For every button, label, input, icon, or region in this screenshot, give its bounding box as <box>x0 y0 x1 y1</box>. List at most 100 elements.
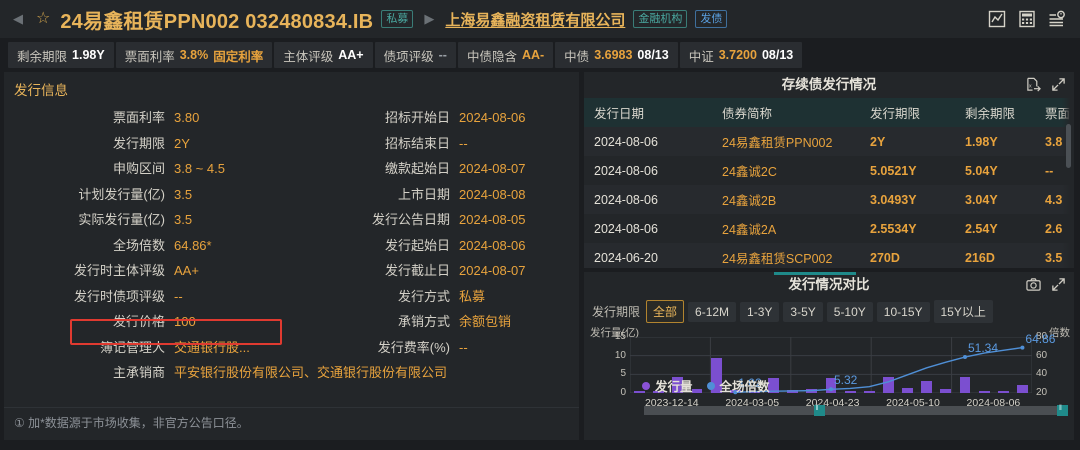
footnote: ① 加*数据源于市场收集，非官方公告口径。 <box>14 416 249 430</box>
calculator-icon[interactable] <box>1018 10 1036 28</box>
title-bar-icons <box>988 10 1070 28</box>
table-vertical-scrollbar[interactable] <box>1066 124 1071 168</box>
ranking-icon[interactable] <box>1048 10 1066 28</box>
y-tick-left: 5 <box>620 368 626 380</box>
metric-remaining-term[interactable]: 剩余期限 1.98Y <box>8 42 114 68</box>
filter-1-3y[interactable]: 1-3Y <box>740 301 780 322</box>
metric-label: 剩余期限 <box>17 49 68 64</box>
table-header-row: 发行日期 债券简称 发行期限 剩余期限 票面 <box>584 98 1074 127</box>
info-value: 2Y <box>174 135 190 151</box>
main-content: 发行信息 票面利率 3.80 招标开始日 2024-08-06 发行期限 2Y … <box>0 72 1080 444</box>
title-bar: ◀ ☆ 24易鑫租赁PPN002 032480834.IB 私募 ▶ 上海易鑫融… <box>0 0 1080 38</box>
filter-all[interactable]: 全部 <box>646 300 685 323</box>
info-label: 计划发行量(亿) <box>78 186 165 202</box>
table-row[interactable]: 2024-08-06 24鑫诚2C 5.0521Y 5.04Y -- <box>584 156 1074 185</box>
info-value: 2024-08-06 <box>459 110 526 125</box>
table-row[interactable]: 2024-08-06 24鑫诚2B 3.0493Y 3.04Y 4.3 <box>584 185 1074 214</box>
back-arrow-icon[interactable]: ◀ <box>13 11 23 26</box>
issuance-info-grid: 票面利率 3.80 招标开始日 2024-08-06 发行期限 2Y 招标结束日… <box>4 103 579 386</box>
info-label: 发行时债项评级 <box>73 288 165 304</box>
filter-10-15y[interactable]: 10-15Y <box>876 301 930 322</box>
zoom-handle-left[interactable] <box>813 405 825 416</box>
chart-bar <box>921 381 933 393</box>
lead-underwriter-value: 平安银行股份有限公司、交通银行股份有限公司 <box>174 365 448 380</box>
legend-item-issue-volume[interactable]: 发行量 <box>642 376 693 395</box>
forward-arrow-icon[interactable]: ▶ <box>424 11 435 26</box>
cell-remaining-term: 5.04Y <box>955 156 1035 185</box>
cell-bond-name[interactable]: 24鑫诚2C <box>712 156 860 185</box>
column-header-bond-name[interactable]: 债券简称 <box>712 98 860 127</box>
info-label: 发行起始日 <box>384 237 450 253</box>
camera-icon[interactable] <box>1026 277 1041 292</box>
filter-6-12m[interactable]: 6-12M <box>688 301 737 322</box>
legend-dot-purple <box>642 381 650 390</box>
zoom-handle-right[interactable] <box>1057 405 1068 416</box>
info-label: 招标开始日 <box>384 110 450 125</box>
info-value: 100 <box>174 314 196 329</box>
cell-issue-date: 2024-08-06 <box>584 185 712 214</box>
metric-date: 08/13 <box>761 48 794 62</box>
metric-coupon-rate[interactable]: 票面利率 3.8% 固定利率 <box>115 42 273 68</box>
chart-bar <box>634 391 645 393</box>
filter-5-10y[interactable]: 5-10Y <box>826 301 873 322</box>
info-value: 2024-08-07 <box>459 263 526 278</box>
table-row[interactable]: 2024-08-06 24鑫诚2A 2.5534Y 2.54Y 2.6 <box>584 214 1074 243</box>
filter-15y-plus[interactable]: 15Y以上 <box>933 300 993 323</box>
info-value: 2024-08-07 <box>459 161 526 176</box>
info-label: 发行方式 <box>397 288 450 304</box>
info-value: -- <box>174 288 183 304</box>
column-header-remaining-term[interactable]: 剩余期限 <box>955 98 1035 127</box>
chart-bar <box>997 391 1009 393</box>
metric-label: 中债隐含 <box>466 49 517 64</box>
metric-value: 3.6983 <box>594 48 633 62</box>
issuance-chart: 发行量(亿) 倍数 15 10 5 0 80 60 40 20 2023-12-14 2024… <box>584 325 1074 417</box>
metric-value: 3.8% <box>179 48 209 62</box>
page-title: 24易鑫租赁PPN002 032480834.IB <box>60 10 374 33</box>
y-tick-left: 0 <box>620 387 626 398</box>
metric-value: 1.98Y <box>72 48 105 62</box>
metric-label: 主体评级 <box>283 49 334 64</box>
subscription-multiple-value: 64.86* <box>174 237 212 253</box>
chart-point-label: 64.86 <box>1025 331 1056 346</box>
metric-chinabond-yield[interactable]: 中债 3.6983 08/13 <box>555 42 678 68</box>
chart-bar <box>710 358 722 393</box>
right-column: 存续债发行情况 x 发行日期 <box>584 72 1074 440</box>
cell-bond-name[interactable]: 24鑫诚2A <box>712 214 860 243</box>
chart-header: 发行情况对比 <box>584 272 1074 298</box>
chart-zoom-slider[interactable] <box>644 405 1068 416</box>
column-header-issue-term[interactable]: 发行期限 <box>860 98 955 127</box>
cell-issue-term: 2.5534Y <box>860 214 955 243</box>
info-label: 发行时主体评级 <box>73 263 165 278</box>
info-value: 2024-08-05 <box>459 212 526 227</box>
legend-item-subscription-multiple[interactable]: 全场倍数 <box>706 376 770 395</box>
metric-implied-rating[interactable]: 中债隐含 AA- <box>457 42 554 68</box>
subscription-multiple-label: 全场倍数 <box>112 237 165 253</box>
metric-bond-rating[interactable]: 债项评级 -- <box>374 42 456 68</box>
outstanding-bonds-title: 存续债发行情况 <box>781 77 877 92</box>
favorite-star-icon[interactable]: ☆ <box>36 10 51 27</box>
metric-csi-yield[interactable]: 中证 3.7200 08/13 <box>679 42 803 68</box>
info-label: 发行费率(%) <box>377 339 450 355</box>
filter-3-5y[interactable]: 3-5Y <box>783 301 823 322</box>
expand-icon[interactable] <box>1051 277 1066 292</box>
chart-icon[interactable] <box>988 10 1006 28</box>
chart-bar <box>959 376 971 393</box>
cell-bond-name[interactable]: 24易鑫租赁SCP002 <box>712 243 860 268</box>
table-row[interactable]: 2024-08-06 24易鑫租赁PPN002 2Y 1.98Y 3.8 <box>584 127 1074 156</box>
expand-icon[interactable] <box>1051 77 1066 92</box>
issuer-company-link[interactable]: 上海易鑫融资租赁有限公司 <box>445 11 626 29</box>
export-icon[interactable]: x <box>1026 77 1041 92</box>
chart-point-label: 5.32 <box>834 373 858 388</box>
cell-bond-name[interactable]: 24易鑫租赁PPN002 <box>712 127 860 156</box>
chart-bar <box>691 388 703 393</box>
chart-plot-area[interactable] <box>630 337 1032 395</box>
outstanding-bonds-icons: x <box>1026 77 1066 92</box>
info-label: 招标结束日 <box>384 135 450 151</box>
column-header-issue-date[interactable]: 发行日期 <box>584 98 712 127</box>
outstanding-bonds-table: 发行日期 债券简称 发行期限 剩余期限 票面 2024-08-06 24易鑫租赁… <box>584 98 1074 268</box>
chart-bar <box>902 388 913 393</box>
table-row[interactable]: 2024-06-20 24易鑫租赁SCP002 270D 216D 3.5 <box>584 243 1074 268</box>
cell-bond-name[interactable]: 24鑫诚2B <box>712 185 860 214</box>
metric-issuer-rating[interactable]: 主体评级 AA+ <box>274 42 373 68</box>
cell-issue-date: 2024-08-06 <box>584 214 712 243</box>
